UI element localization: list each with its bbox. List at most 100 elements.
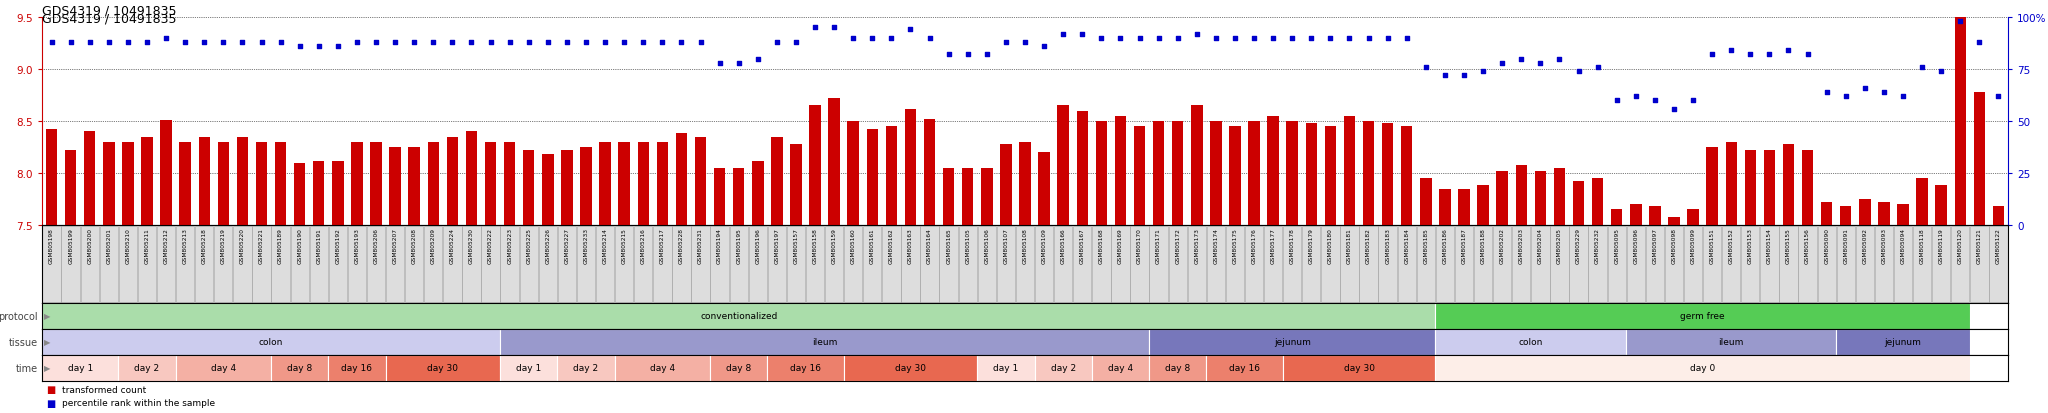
Text: GSM805219: GSM805219 [221, 228, 225, 263]
Bar [1171, 122, 1184, 225]
Bar [332, 161, 344, 225]
Text: GSM805182: GSM805182 [1366, 228, 1370, 263]
Text: day 4: day 4 [211, 363, 236, 373]
Bar [1802, 151, 1812, 225]
Text: GSM805099: GSM805099 [1690, 228, 1696, 264]
Bar [100, 226, 119, 302]
Bar [1206, 226, 1225, 302]
Bar [500, 355, 557, 381]
Text: jejunum: jejunum [1884, 338, 1921, 347]
Bar [580, 147, 592, 225]
Point [74, 40, 106, 46]
Bar [141, 137, 154, 225]
Bar [1057, 106, 1069, 225]
Bar [1229, 127, 1241, 225]
Point [1735, 52, 1767, 59]
Text: GSM805172: GSM805172 [1176, 228, 1180, 263]
Bar [557, 355, 614, 381]
Bar [1020, 142, 1030, 225]
Point [53, 40, 86, 46]
Point [1276, 36, 1309, 42]
Text: GSM805218: GSM805218 [203, 228, 207, 263]
Point [1028, 44, 1061, 50]
Bar [1417, 226, 1436, 302]
Bar [1436, 226, 1454, 302]
Point [1886, 93, 1919, 100]
Point [741, 56, 774, 63]
Bar [733, 169, 743, 225]
Bar [1401, 127, 1413, 225]
Text: GSM805096: GSM805096 [1634, 228, 1638, 263]
Text: GSM805216: GSM805216 [641, 228, 645, 263]
Bar [43, 355, 119, 381]
Bar [424, 226, 442, 302]
Point [1524, 60, 1556, 67]
Text: GSM805176: GSM805176 [1251, 228, 1257, 263]
Point [874, 36, 907, 42]
Point [207, 40, 240, 46]
Bar [176, 226, 195, 302]
Text: GSM805178: GSM805178 [1290, 228, 1294, 263]
Text: GSM805181: GSM805181 [1348, 228, 1352, 263]
Point [1085, 36, 1118, 42]
Bar [1419, 179, 1432, 225]
Bar [1493, 226, 1511, 302]
Bar [672, 226, 690, 302]
Text: GSM805166: GSM805166 [1061, 228, 1065, 263]
Text: GSM805198: GSM805198 [49, 228, 53, 263]
Point [1333, 36, 1366, 42]
Text: GSM805120: GSM805120 [1958, 228, 1962, 263]
Point [303, 44, 336, 50]
Text: day 1: day 1 [68, 363, 92, 373]
Bar [848, 122, 858, 225]
Bar [1282, 226, 1300, 302]
Bar [66, 151, 76, 225]
Bar [1569, 226, 1587, 302]
Point [131, 40, 164, 46]
Text: GSM805162: GSM805162 [889, 228, 893, 263]
Bar [1378, 226, 1397, 302]
Bar [158, 226, 176, 302]
Bar [963, 169, 973, 225]
Bar [997, 226, 1016, 302]
Text: GSM805228: GSM805228 [680, 228, 684, 264]
Text: GSM805194: GSM805194 [717, 228, 723, 263]
Bar [844, 226, 862, 302]
Bar [1741, 226, 1759, 302]
Bar [1860, 199, 1870, 225]
Text: GSM805185: GSM805185 [1423, 228, 1427, 263]
Bar [772, 137, 782, 225]
Point [188, 40, 221, 46]
Bar [522, 151, 535, 225]
Bar [199, 137, 211, 225]
Text: day 2: day 2 [1051, 363, 1075, 373]
Bar [1855, 226, 1874, 302]
Text: GSM805203: GSM805203 [1520, 228, 1524, 264]
Bar [295, 163, 305, 225]
Bar [653, 226, 672, 302]
Point [1677, 97, 1710, 104]
Text: GSM805171: GSM805171 [1157, 228, 1161, 263]
Text: GSM805211: GSM805211 [145, 228, 150, 263]
Text: day 8: day 8 [287, 363, 311, 373]
Bar [1954, 18, 1966, 225]
Text: ▶: ▶ [45, 338, 51, 347]
Bar [1454, 226, 1473, 302]
Text: GSM805164: GSM805164 [928, 228, 932, 263]
Bar [1837, 329, 1970, 355]
Bar [215, 226, 233, 302]
Point [817, 25, 850, 32]
Bar [1343, 116, 1356, 225]
Point [913, 36, 946, 42]
Text: ileum: ileum [1718, 338, 1745, 347]
Bar [809, 106, 821, 225]
Text: day 1: day 1 [516, 363, 541, 373]
Point [111, 40, 143, 46]
Bar [1458, 189, 1470, 225]
Bar [676, 134, 688, 225]
Bar [1397, 226, 1415, 302]
Bar [729, 226, 748, 302]
Text: GSM805230: GSM805230 [469, 228, 473, 264]
Point [1907, 64, 1939, 71]
Point [1962, 40, 1995, 46]
